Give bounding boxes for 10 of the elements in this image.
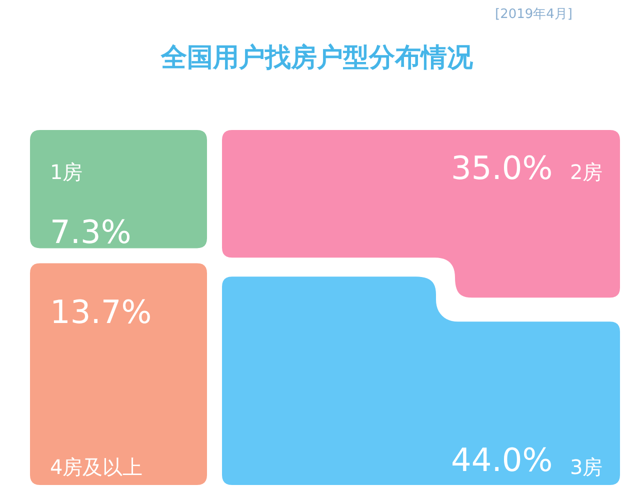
category-label: 2房 <box>570 160 603 184</box>
data-label: 7.3% <box>50 213 132 251</box>
data-label: 13.7% <box>50 293 152 331</box>
category-label: 1房 <box>50 160 83 184</box>
category-label: 4房及以上 <box>50 455 143 479</box>
category-label: 3房 <box>570 455 603 479</box>
text: 全国用户找房户型分布情况 <box>160 43 474 73</box>
data-label: 35.0% <box>451 149 553 187</box>
data-label: 44.0% <box>451 441 553 479</box>
text: [2019年4月] <box>495 7 572 22</box>
